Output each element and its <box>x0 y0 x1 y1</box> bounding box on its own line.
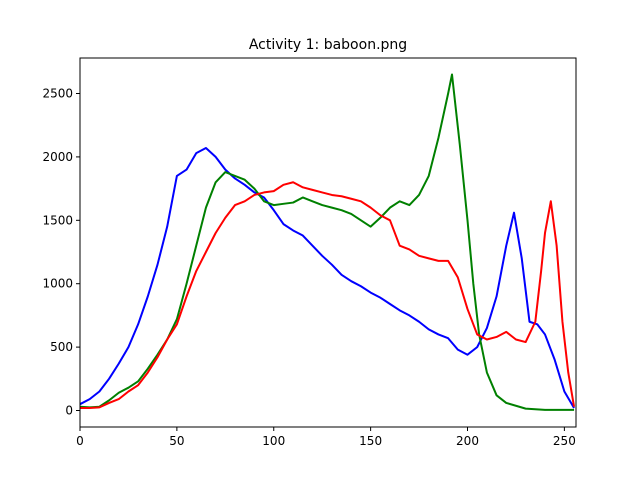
plot-area <box>80 73 576 411</box>
series-line-1 <box>80 73 575 411</box>
x-tick-label: 250 <box>553 434 576 448</box>
y-tick-label: 1500 <box>42 213 73 227</box>
x-tick-label: 0 <box>76 434 84 448</box>
y-tick-label: 2500 <box>42 87 73 101</box>
x-tick-label: 200 <box>456 434 479 448</box>
y-tick-label: 500 <box>50 340 73 354</box>
series-line-2 <box>80 181 576 409</box>
x-tick-label: 50 <box>169 434 184 448</box>
y-tick-label: 0 <box>65 404 73 418</box>
series-line-0 <box>80 147 575 409</box>
y-tick-label: 1000 <box>42 277 73 291</box>
chart-title: Activity 1: baboon.png <box>249 37 407 53</box>
x-tick-label: 100 <box>262 434 285 448</box>
plot-frame <box>79 57 577 428</box>
x-tick-label: 150 <box>359 434 382 448</box>
y-tick-label: 2000 <box>42 150 73 164</box>
